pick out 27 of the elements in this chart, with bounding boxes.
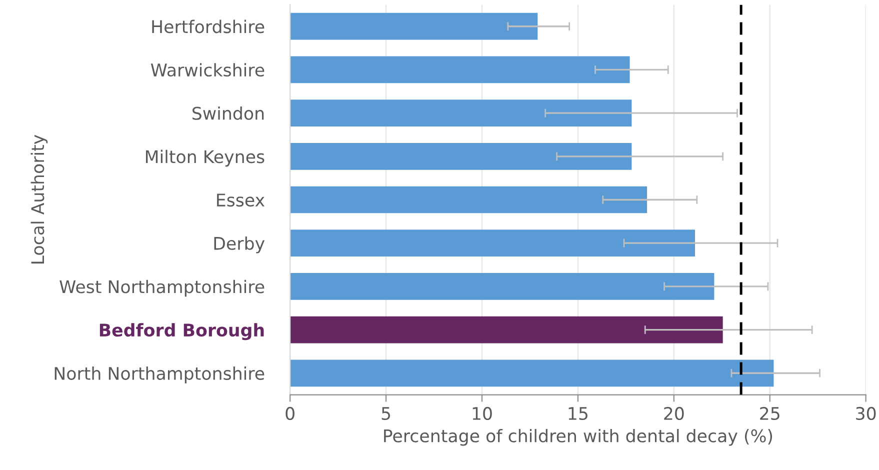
bar [290, 273, 714, 300]
bar [290, 230, 696, 257]
bar [290, 360, 774, 387]
x-tick-label: 10 [472, 406, 492, 420]
x-tick-label: 30 [856, 406, 876, 420]
y-tick-label: North Northamptonshire [54, 366, 264, 384]
y-tick-label: West Northamptonshire [60, 280, 264, 297]
x-tick-label: 15 [568, 407, 588, 420]
y-tick-label: Derby [214, 236, 265, 254]
x-tick-label: 20 [664, 406, 684, 420]
bar [290, 186, 648, 214]
bar [290, 142, 632, 170]
y-tick-label: Bedford Borough [100, 323, 264, 340]
bar [290, 100, 632, 126]
x-tick-label: 5 [382, 407, 390, 420]
bar [290, 56, 630, 84]
y-tick-label: Hertfordshire [152, 20, 264, 34]
y-tick-label: Warwickshire [150, 63, 264, 77]
y-tick-label: Swindon [192, 106, 264, 120]
y-axis-title: Local Authority [30, 134, 48, 264]
y-tick-label: Essex [217, 194, 264, 207]
x-tick-label: 25 [760, 406, 780, 420]
bar [290, 12, 538, 40]
x-tick-label: 0 [286, 406, 294, 420]
x-axis-title: Percentage of children with dental decay (%) [384, 428, 772, 446]
bar [290, 316, 723, 344]
y-tick-label: Milton Keynes [146, 150, 264, 167]
